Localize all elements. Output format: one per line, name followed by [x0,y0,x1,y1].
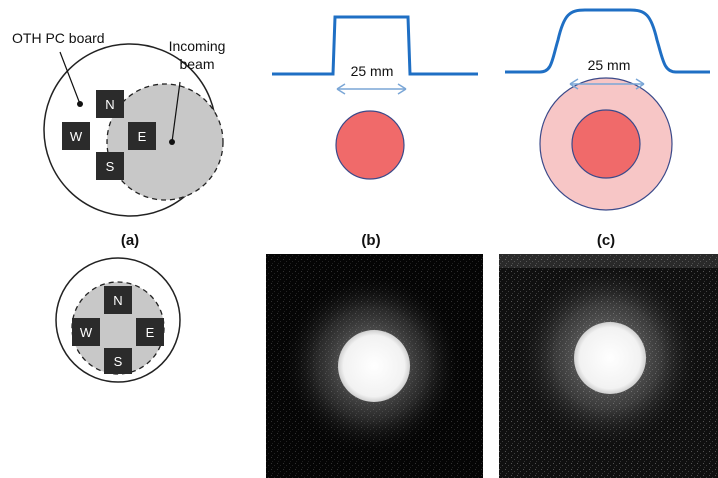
dimension-label-c: 25 mm [588,57,631,73]
pad-south-centered-label: S [114,354,123,369]
panel-label-a: (a) [121,232,139,249]
beam-spot-b [335,110,405,180]
panel-a-centered-diagram: N W E S [55,257,181,383]
dimension-arrowhead-b-right [397,83,407,95]
incoming-beam-circle [106,83,224,201]
pad-east-label: E [138,129,147,144]
beam-photo-c [499,254,718,478]
beam-photo-c-core [574,322,646,394]
incoming-beam-label-1: Incoming [169,38,226,54]
board-leader-dot [77,101,83,107]
beam-photo-b-core [338,330,410,402]
dimension-arrowhead-c-left [569,78,579,90]
pad-west [62,122,90,150]
beam-core-c [571,109,641,179]
pad-north-centered-label: N [113,293,122,308]
panel-c-diagram: 25 mm [505,8,710,211]
rounded-profile-line [505,8,710,74]
dimension-arrowhead-c-right [635,78,645,90]
pad-south [96,152,124,180]
pad-north-label: N [105,97,114,112]
board-label: OTH PC board [12,30,105,46]
pad-east-centered-label: E [146,325,155,340]
pad-west-centered [72,318,100,346]
pad-south-label: S [106,159,115,174]
dimension-arrowhead-b-left [336,83,346,95]
pad-west-label: W [70,129,83,144]
panel-label-c: (c) [597,232,615,249]
flat-top-profile-line [272,15,478,76]
panel-a-diagram: N W E S OTH PC board Incoming beam [12,30,226,217]
beam-leader-dot [169,139,175,145]
beam-photo-b [266,254,483,478]
pad-north-centered [104,286,132,314]
board-leader-line [59,51,81,105]
dimension-label-b: 25 mm [351,63,394,79]
pad-west-centered-label: W [80,325,93,340]
incoming-beam-label-2: beam [179,56,214,72]
panel-b-diagram: 25 mm [272,15,478,180]
pad-north [96,90,124,118]
pad-east [128,122,156,150]
pad-east-centered [136,318,164,346]
beam-leader-line [171,81,181,143]
panel-label-b: (b) [361,232,380,249]
pad-south-centered [104,348,132,374]
